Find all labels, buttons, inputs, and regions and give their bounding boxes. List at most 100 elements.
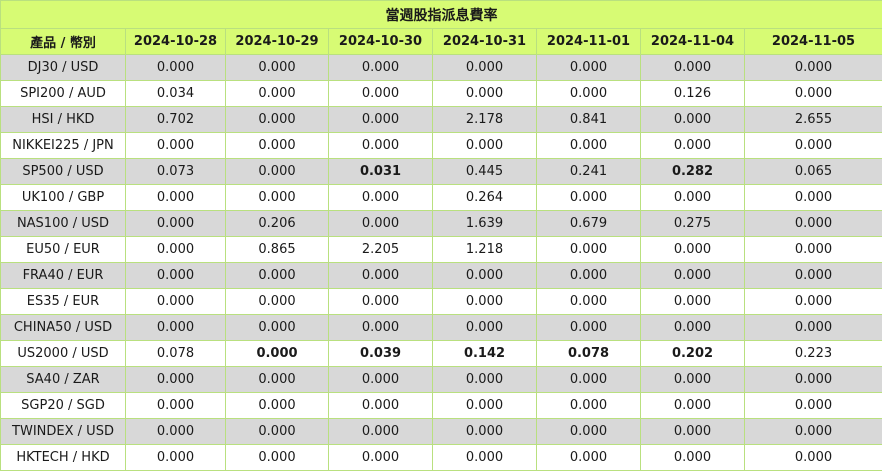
rate-cell: 0.000 bbox=[226, 55, 329, 81]
rate-cell: 0.000 bbox=[126, 419, 226, 445]
table-title: 當週股指派息費率 bbox=[1, 1, 882, 29]
rate-cell: 0.031 bbox=[329, 159, 433, 185]
rate-cell: 0.000 bbox=[226, 315, 329, 341]
rate-cell: 0.000 bbox=[226, 107, 329, 133]
rate-cell: 0.000 bbox=[329, 107, 433, 133]
rate-cell: 0.000 bbox=[433, 263, 537, 289]
rate-cell: 0.000 bbox=[329, 289, 433, 315]
product-cell: NAS100 / USD bbox=[1, 211, 126, 237]
rate-cell: 0.000 bbox=[433, 289, 537, 315]
rate-cell: 0.000 bbox=[745, 289, 882, 315]
date-column-header: 2024-10-29 bbox=[226, 29, 329, 55]
rate-cell: 0.078 bbox=[537, 341, 641, 367]
rate-cell: 0.282 bbox=[641, 159, 745, 185]
rate-cell: 0.000 bbox=[329, 393, 433, 419]
rate-cell: 0.000 bbox=[226, 289, 329, 315]
rate-cell: 0.000 bbox=[226, 185, 329, 211]
rate-cell: 0.000 bbox=[126, 211, 226, 237]
rate-cell: 0.000 bbox=[537, 237, 641, 263]
rate-cell: 0.000 bbox=[226, 81, 329, 107]
product-cell: NIKKEI225 / JPN bbox=[1, 133, 126, 159]
rate-cell: 0.000 bbox=[433, 445, 537, 471]
date-column-header: 2024-11-04 bbox=[641, 29, 745, 55]
rate-cell: 0.000 bbox=[537, 133, 641, 159]
rate-cell: 0.000 bbox=[126, 315, 226, 341]
product-cell: UK100 / GBP bbox=[1, 185, 126, 211]
rate-cell: 0.000 bbox=[329, 419, 433, 445]
rate-cell: 0.000 bbox=[226, 159, 329, 185]
rate-cell: 0.000 bbox=[329, 367, 433, 393]
product-cell: CHINA50 / USD bbox=[1, 315, 126, 341]
rate-cell: 0.702 bbox=[126, 107, 226, 133]
rate-cell: 0.000 bbox=[641, 107, 745, 133]
rate-cell: 0.000 bbox=[329, 315, 433, 341]
rate-cell: 0.000 bbox=[537, 367, 641, 393]
rate-cell: 0.000 bbox=[641, 393, 745, 419]
rate-cell: 0.000 bbox=[745, 185, 882, 211]
rate-cell: 0.000 bbox=[641, 289, 745, 315]
rate-cell: 0.000 bbox=[126, 393, 226, 419]
rate-cell: 0.202 bbox=[641, 341, 745, 367]
rate-cell: 2.205 bbox=[329, 237, 433, 263]
rate-cell: 0.000 bbox=[537, 81, 641, 107]
rate-cell: 0.000 bbox=[433, 55, 537, 81]
rate-cell: 0.000 bbox=[745, 133, 882, 159]
rate-cell: 0.000 bbox=[641, 133, 745, 159]
rate-cell: 0.000 bbox=[641, 367, 745, 393]
product-cell: EU50 / EUR bbox=[1, 237, 126, 263]
rate-cell: 0.206 bbox=[226, 211, 329, 237]
rate-cell: 0.000 bbox=[226, 445, 329, 471]
rate-cell: 0.679 bbox=[537, 211, 641, 237]
date-column-header: 2024-11-05 bbox=[745, 29, 882, 55]
rate-cell: 2.178 bbox=[433, 107, 537, 133]
rate-cell: 0.000 bbox=[537, 315, 641, 341]
rate-cell: 0.000 bbox=[745, 445, 882, 471]
rate-cell: 0.065 bbox=[745, 159, 882, 185]
rate-cell: 0.241 bbox=[537, 159, 641, 185]
rate-cell: 0.000 bbox=[329, 81, 433, 107]
rate-cell: 0.000 bbox=[537, 263, 641, 289]
rate-cell: 0.000 bbox=[329, 185, 433, 211]
rate-cell: 0.000 bbox=[126, 185, 226, 211]
date-column-header: 2024-10-31 bbox=[433, 29, 537, 55]
rate-cell: 0.000 bbox=[126, 237, 226, 263]
rate-cell: 0.034 bbox=[126, 81, 226, 107]
date-column-header: 2024-10-28 bbox=[126, 29, 226, 55]
rate-cell: 0.000 bbox=[641, 263, 745, 289]
rate-cell: 0.000 bbox=[745, 237, 882, 263]
rate-cell: 0.073 bbox=[126, 159, 226, 185]
product-cell: SPI200 / AUD bbox=[1, 81, 126, 107]
rate-cell: 0.000 bbox=[126, 445, 226, 471]
rate-cell: 0.000 bbox=[329, 55, 433, 81]
rate-cell: 0.000 bbox=[126, 263, 226, 289]
date-column-header: 2024-10-30 bbox=[329, 29, 433, 55]
rate-cell: 0.000 bbox=[745, 211, 882, 237]
rate-cell: 0.000 bbox=[745, 419, 882, 445]
rate-cell: 0.126 bbox=[641, 81, 745, 107]
rate-cell: 0.000 bbox=[537, 393, 641, 419]
rate-cell: 0.078 bbox=[126, 341, 226, 367]
rate-cell: 0.000 bbox=[745, 393, 882, 419]
rate-cell: 0.000 bbox=[329, 211, 433, 237]
rate-cell: 0.000 bbox=[537, 289, 641, 315]
product-cell: DJ30 / USD bbox=[1, 55, 126, 81]
rate-cell: 0.000 bbox=[641, 55, 745, 81]
rate-cell: 0.000 bbox=[329, 263, 433, 289]
rate-cell: 0.000 bbox=[433, 315, 537, 341]
rate-cell: 0.000 bbox=[537, 185, 641, 211]
